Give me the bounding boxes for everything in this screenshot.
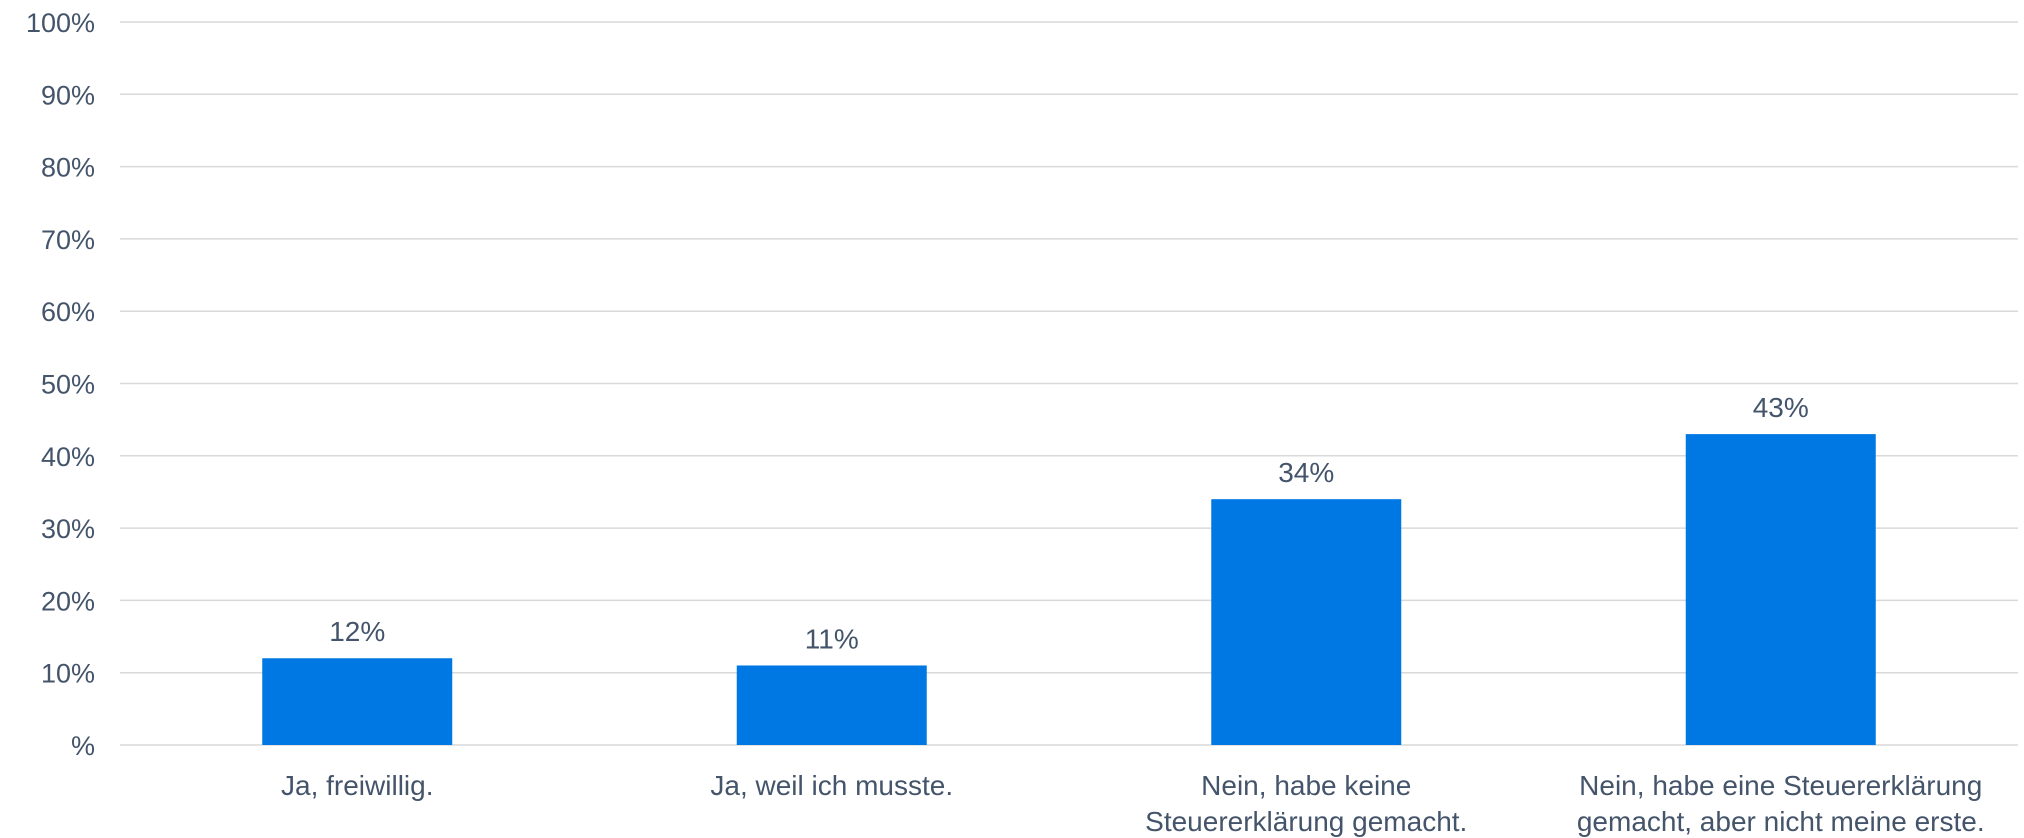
y-tick-label: 20%: [41, 586, 95, 616]
data-labels: 12% 11% 34% 43%: [329, 392, 1809, 654]
data-label: 34%: [1278, 457, 1334, 488]
bar: [262, 658, 453, 745]
y-tick-label: 90%: [41, 80, 95, 110]
y-tick-label: 60%: [41, 297, 95, 327]
y-tick-label: 30%: [41, 514, 95, 544]
y-tick-label: %: [71, 731, 95, 761]
y-tick-label: 100%: [26, 8, 95, 38]
y-tick-label: 40%: [41, 442, 95, 472]
y-tick-label: 50%: [41, 370, 95, 400]
category-label: Ja, freiwillig.: [281, 770, 433, 801]
y-axis-tick-labels: % 10% 20% 30% 40% 50% 60% 70% 80% 90% 100%: [26, 8, 95, 761]
y-tick-label: 10%: [41, 659, 95, 689]
bar: [1685, 434, 1876, 745]
bar: [736, 665, 927, 745]
data-label: 43%: [1753, 392, 1809, 423]
category-label: Nein, habe keine Steuererklärung gemacht.: [1145, 770, 1467, 837]
y-tick-label: 70%: [41, 225, 95, 255]
bar: [1211, 499, 1402, 745]
data-label: 12%: [329, 616, 385, 647]
y-tick-label: 80%: [41, 153, 95, 183]
data-label: 11%: [805, 623, 859, 654]
bars: [262, 434, 1876, 745]
category-label: Ja, weil ich musste.: [710, 770, 953, 801]
x-axis-category-labels: Ja, freiwillig. Ja, weil ich musste. Nein,…: [281, 770, 1985, 837]
category-label: Nein, habe eine Steuererklärung gemacht, …: [1577, 770, 1985, 837]
